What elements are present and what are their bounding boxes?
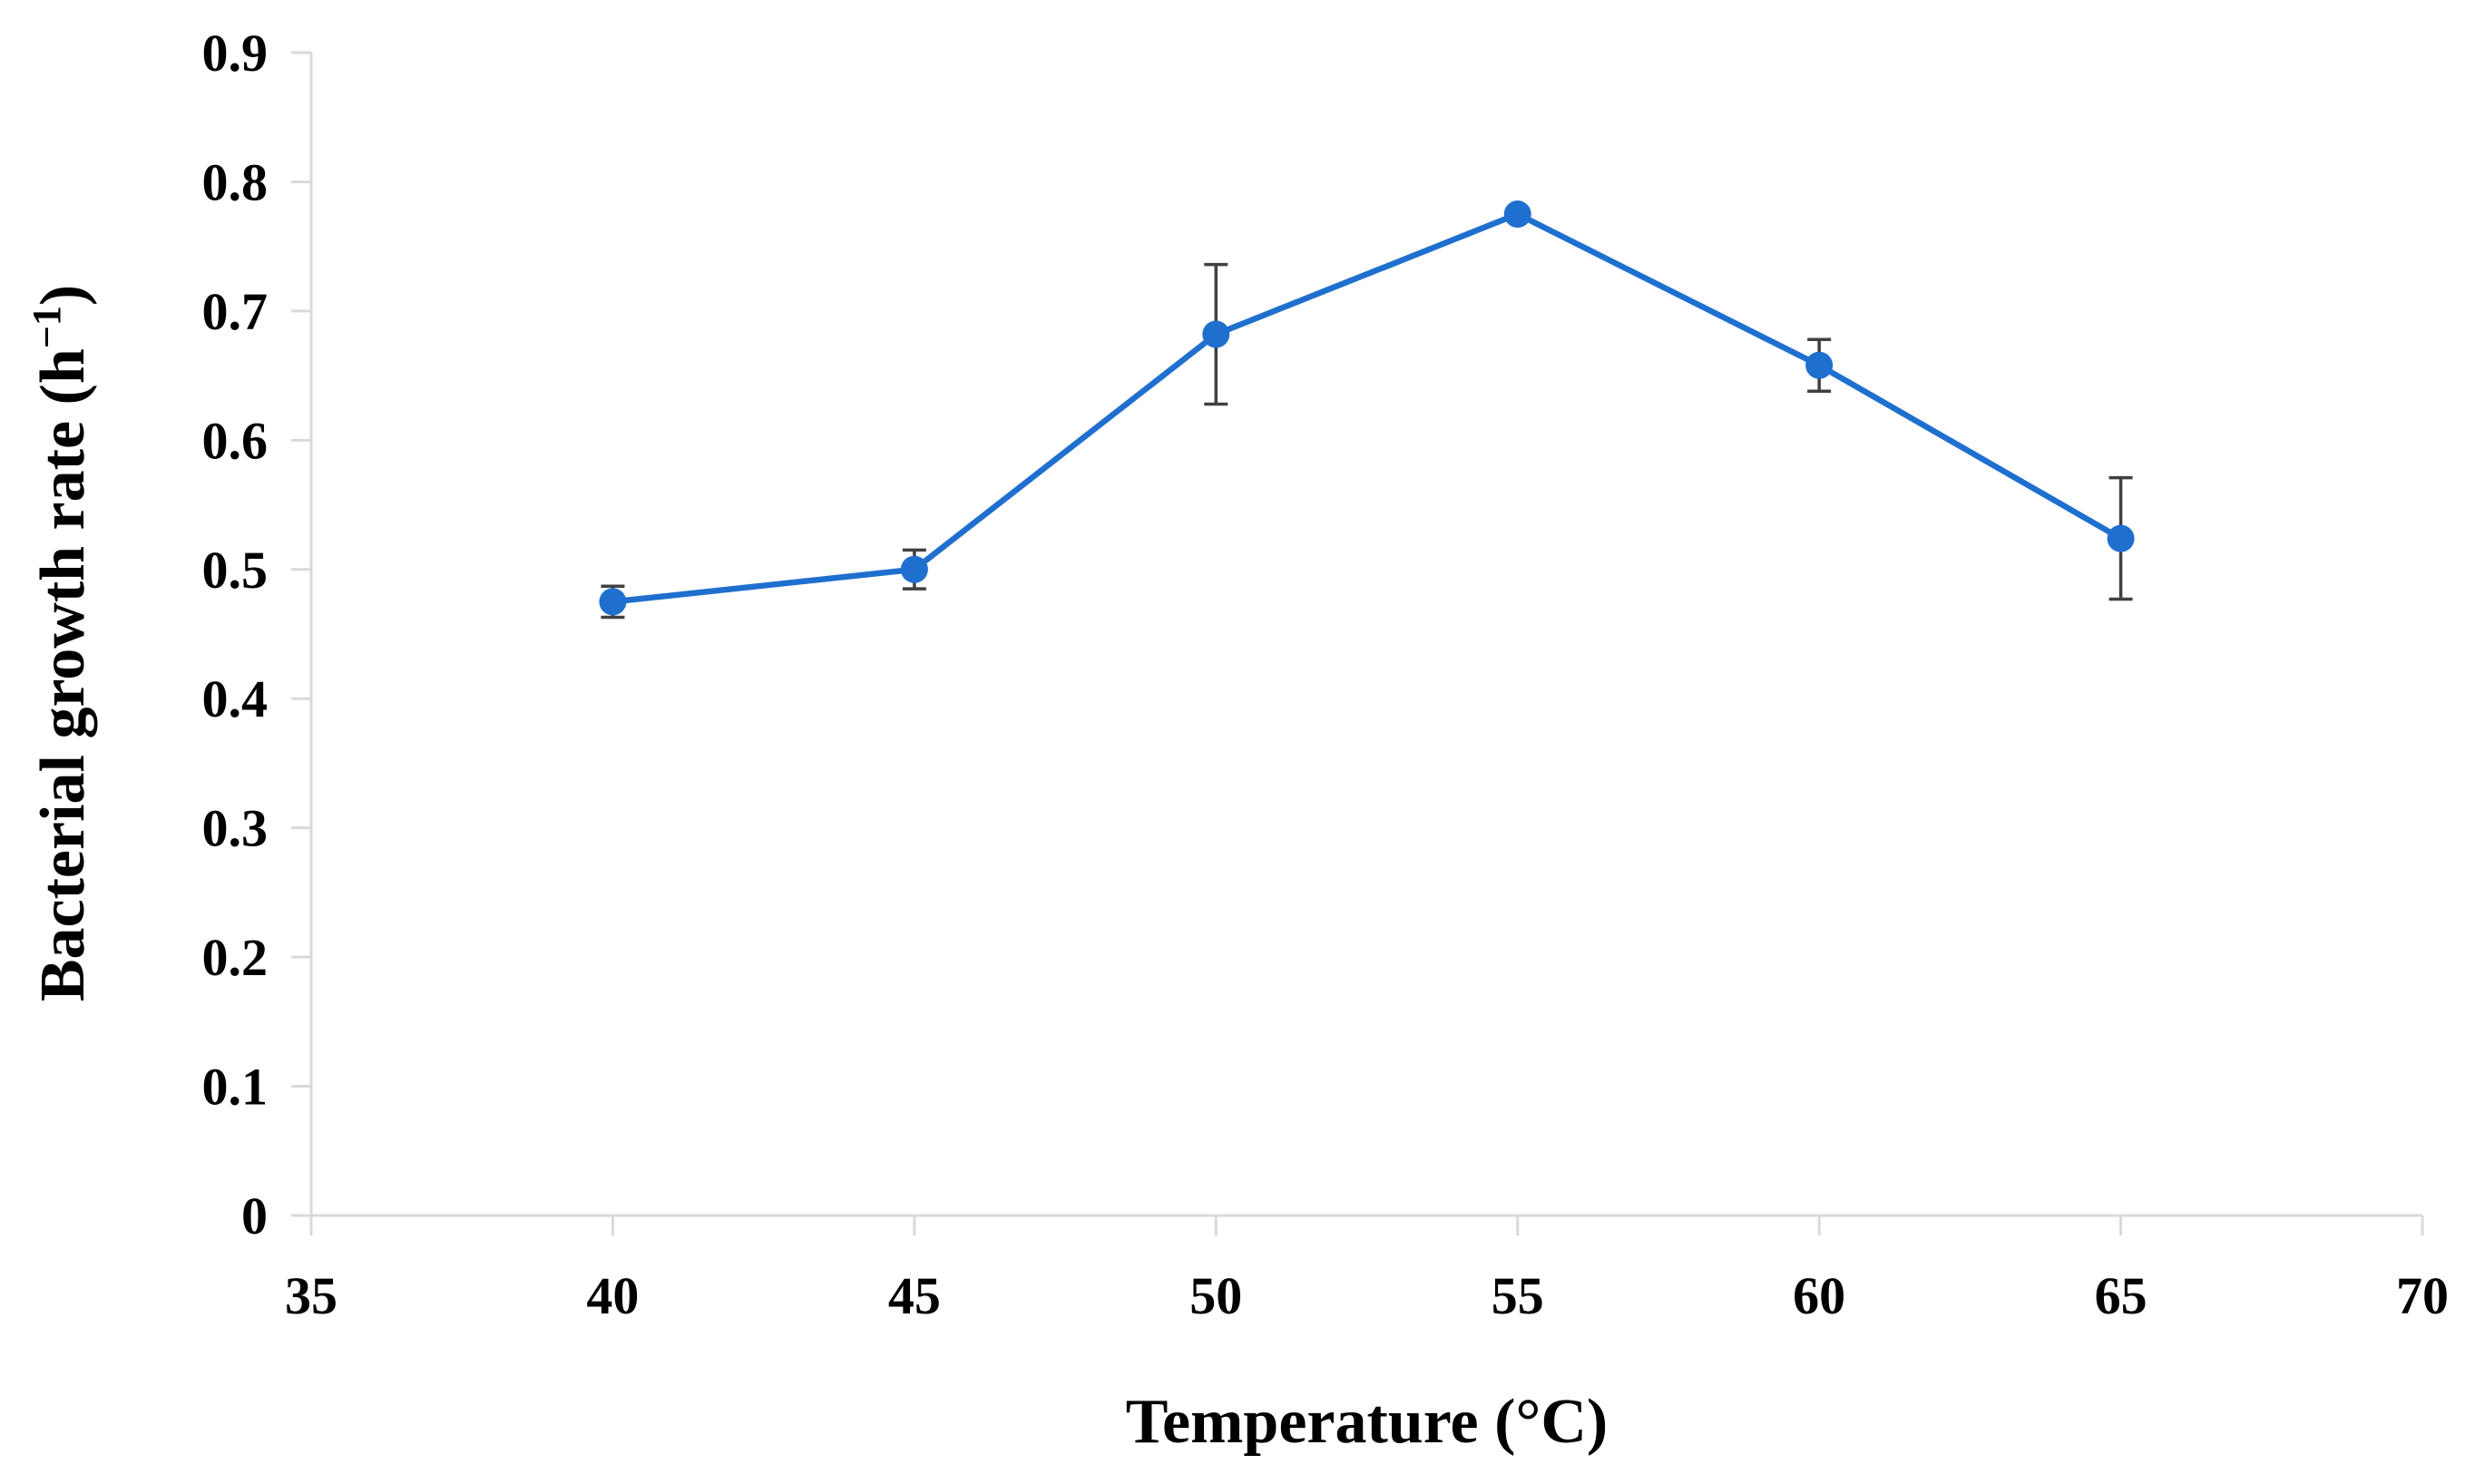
data-point [599, 588, 627, 616]
y-tick-label: 0.5 [202, 541, 269, 600]
y-tick-label: 0 [241, 1186, 268, 1245]
y-tick-label: 0.7 [202, 282, 269, 341]
data-point [1202, 320, 1230, 348]
data-point [1805, 351, 1834, 379]
y-tick-label: 0.3 [202, 799, 269, 858]
y-tick-label: 0.8 [202, 152, 269, 211]
x-tick-label: 55 [1492, 1266, 1544, 1325]
data-point [1503, 200, 1531, 229]
y-axis-title-text: Bacterial growth rate (h [28, 348, 98, 1001]
y-axis-title-close: ) [28, 285, 98, 306]
x-tick-label: 40 [586, 1266, 639, 1325]
y-tick-label: 0.2 [202, 928, 269, 987]
tick-marks [291, 51, 2424, 1235]
y-tick-label: 0.6 [202, 411, 269, 470]
axes [309, 53, 2422, 1217]
x-axis-title: Temperature (°C) [1126, 1387, 1609, 1457]
series-lines [610, 210, 2124, 605]
x-tick-label: 35 [285, 1266, 338, 1325]
y-tick-label: 0.1 [202, 1058, 269, 1117]
series-line [610, 210, 2124, 605]
y-tick-label: 0.4 [202, 669, 269, 728]
x-tick-label: 50 [1189, 1266, 1242, 1325]
x-tick-label: 70 [2396, 1266, 2449, 1325]
data-points [599, 200, 2135, 616]
y-axis-title: Bacterial growth rate (h−1) [24, 285, 98, 1001]
data-point [2107, 524, 2135, 552]
tick-labels: 0 0.1 0.2 0.3 0.4 0.5 0.6 0.7 0.8 0.9 35 40 45 50 55 60… [202, 24, 2450, 1325]
y-tick-label: 0.9 [202, 24, 269, 83]
x-tick-label: 65 [2095, 1266, 2147, 1325]
y-axis-title-superscript: −1 [24, 306, 69, 348]
data-point [900, 555, 928, 583]
x-tick-label: 60 [1793, 1266, 1845, 1325]
x-tick-label: 45 [888, 1266, 941, 1325]
